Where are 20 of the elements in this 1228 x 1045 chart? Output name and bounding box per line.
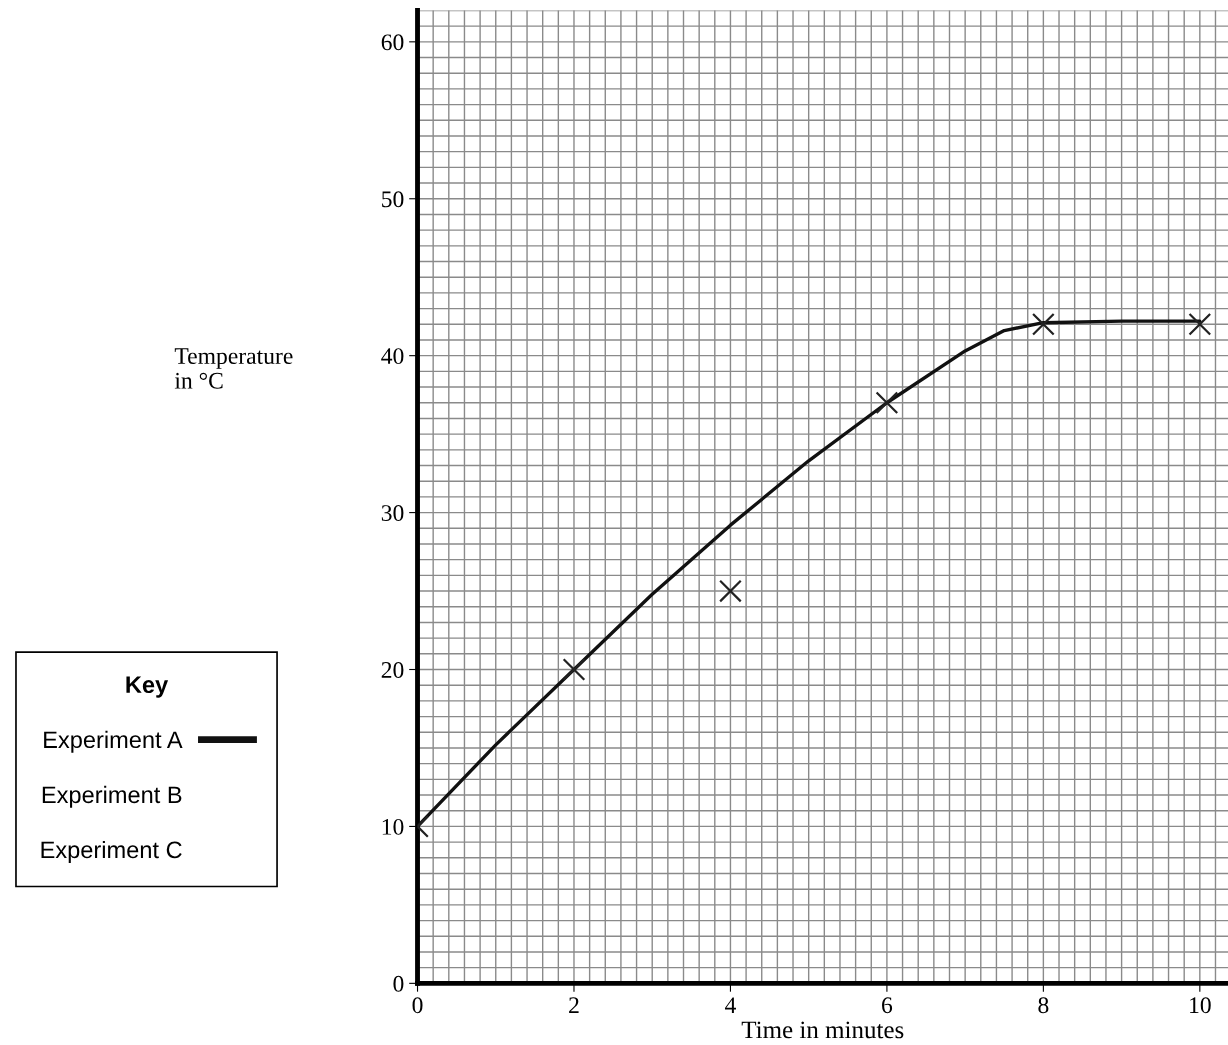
y-tick-label: 60: [381, 34, 404, 51]
x-tick-label: 10: [1190, 997, 1211, 1014]
text: Experiment B: [42, 785, 182, 808]
text: Experiment C: [41, 840, 182, 863]
legend-label: Experiment A: [44, 730, 183, 753]
legend-title: Key: [126, 676, 169, 698]
y-tick-label: 40: [381, 348, 404, 365]
point: [719, 579, 742, 603]
x-tick-label: 2: [569, 997, 579, 1013]
x-tick-label: 0: [412, 997, 423, 1014]
x-tick-label: 4: [725, 997, 736, 1013]
y-tick-label: 10: [382, 818, 404, 835]
y-tick-label: 0: [393, 975, 404, 992]
x-tick-label: 8: [1038, 997, 1049, 1014]
y-tick-label: 20: [381, 662, 404, 678]
x-axis-title: Time in minutes: [741, 1021, 904, 1039]
y-tick-label: 30: [381, 505, 404, 522]
y-tick-label: 50: [382, 191, 404, 208]
y-axis-title: Temperature in °C: [174, 348, 293, 389]
x-tick-label: 6: [882, 997, 893, 1014]
